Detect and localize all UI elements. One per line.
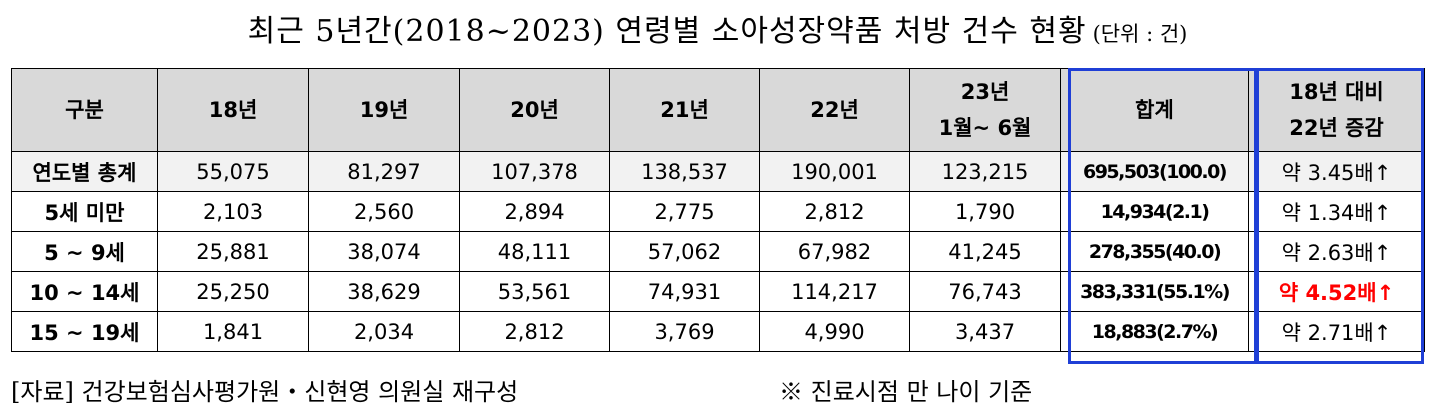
header-2022: 22년	[759, 68, 910, 152]
row-label: 15 ~ 19세	[11, 311, 158, 352]
cell-value: 2,775	[609, 191, 760, 232]
cell-ratio: 약 2.63배↑	[1248, 231, 1425, 272]
title-row: 최근 5년간(2018~2023) 연령별 소아성장약품 처방 건수 현황 (단위…	[0, 6, 1435, 50]
cell-ratio: 약 1.34배↑	[1248, 191, 1425, 232]
cell-value: 2,034	[308, 311, 460, 352]
cell-value: 123,215	[909, 151, 1061, 192]
cell-value: 48,111	[459, 231, 610, 272]
cell-ratio: 약 3.45배↑	[1248, 151, 1425, 192]
cell-value: 114,217	[759, 271, 910, 312]
cell-value: 2,812	[459, 311, 610, 352]
cell-ratio: 약 2.71배↑	[1248, 311, 1425, 352]
footer: [자료] 건강보험심사평가원・신현영 의원실 재구성 ※ 진료시점 만 나이 기…	[11, 372, 1431, 407]
header-change: 18년 대비 22년 증감	[1248, 68, 1425, 152]
header-2021: 21년	[609, 68, 760, 152]
header-row: 구분 18년 19년 20년 21년 22년 23년 1월~ 6월 합계 18년 …	[11, 68, 1425, 152]
cell-value: 2,894	[459, 191, 610, 232]
cell-value: 57,062	[609, 231, 760, 272]
cell-sum: 18,883(2.7%)	[1060, 311, 1249, 352]
table-row: 5 ~ 9세 25,881 38,074 48,111 57,062 67,98…	[11, 231, 1425, 272]
cell-value: 3,769	[609, 311, 760, 352]
header-2018: 18년	[157, 68, 309, 152]
prescription-table: 구분 18년 19년 20년 21년 22년 23년 1월~ 6월 합계 18년 …	[11, 68, 1425, 352]
table-row: 10 ~ 14세 25,250 38,629 53,561 74,931 114…	[11, 271, 1425, 312]
cell-value: 2,812	[759, 191, 910, 232]
table-row: 15 ~ 19세 1,841 2,034 2,812 3,769 4,990 3…	[11, 311, 1425, 352]
cell-value: 76,743	[909, 271, 1061, 312]
cell-value: 25,881	[157, 231, 309, 272]
cell-sum: 695,503(100.0)	[1060, 151, 1249, 192]
header-2019: 19년	[308, 68, 460, 152]
table-row: 5세 미만 2,103 2,560 2,894 2,775 2,812 1,79…	[11, 191, 1425, 232]
cell-value: 41,245	[909, 231, 1061, 272]
cell-value: 38,629	[308, 271, 460, 312]
cell-value: 1,841	[157, 311, 309, 352]
cell-value: 4,990	[759, 311, 910, 352]
table-title: 최근 5년간(2018~2023) 연령별 소아성장약품 처방 건수 현황	[247, 14, 1087, 49]
row-label: 5세 미만	[11, 191, 158, 232]
cell-value: 138,537	[609, 151, 760, 192]
cell-value: 2,560	[308, 191, 460, 232]
cell-value: 67,982	[759, 231, 910, 272]
cell-value: 1,790	[909, 191, 1061, 232]
row-label: 5 ~ 9세	[11, 231, 158, 272]
cell-value: 2,103	[157, 191, 309, 232]
header-category: 구분	[11, 68, 158, 152]
cell-value: 190,001	[759, 151, 910, 192]
row-label: 연도별 총계	[11, 151, 158, 192]
cell-value: 25,250	[157, 271, 309, 312]
header-sum: 합계	[1060, 68, 1249, 152]
cell-value: 53,561	[459, 271, 610, 312]
cell-value: 3,437	[909, 311, 1061, 352]
cell-value: 38,074	[308, 231, 460, 272]
header-2023: 23년 1월~ 6월	[909, 68, 1061, 152]
cell-sum: 14,934(2.1)	[1060, 191, 1249, 232]
unit-label: (단위 : 건)	[1092, 22, 1188, 46]
cell-value: 74,931	[609, 271, 760, 312]
cell-value: 107,378	[459, 151, 610, 192]
cell-value: 81,297	[308, 151, 460, 192]
cell-sum: 383,331(55.1%)	[1060, 271, 1249, 312]
cell-ratio-highlight: 약 4.52배↑	[1248, 271, 1425, 312]
table-row: 연도별 총계 55,075 81,297 107,378 138,537 190…	[11, 151, 1425, 192]
cell-value: 55,075	[157, 151, 309, 192]
header-2020: 20년	[459, 68, 610, 152]
row-label: 10 ~ 14세	[11, 271, 158, 312]
cell-sum: 278,355(40.0)	[1060, 231, 1249, 272]
source-note: [자료] 건강보험심사평가원・신현영 의원실 재구성	[11, 378, 519, 406]
age-note: ※ 진료시점 만 나이 기준	[779, 378, 1033, 406]
